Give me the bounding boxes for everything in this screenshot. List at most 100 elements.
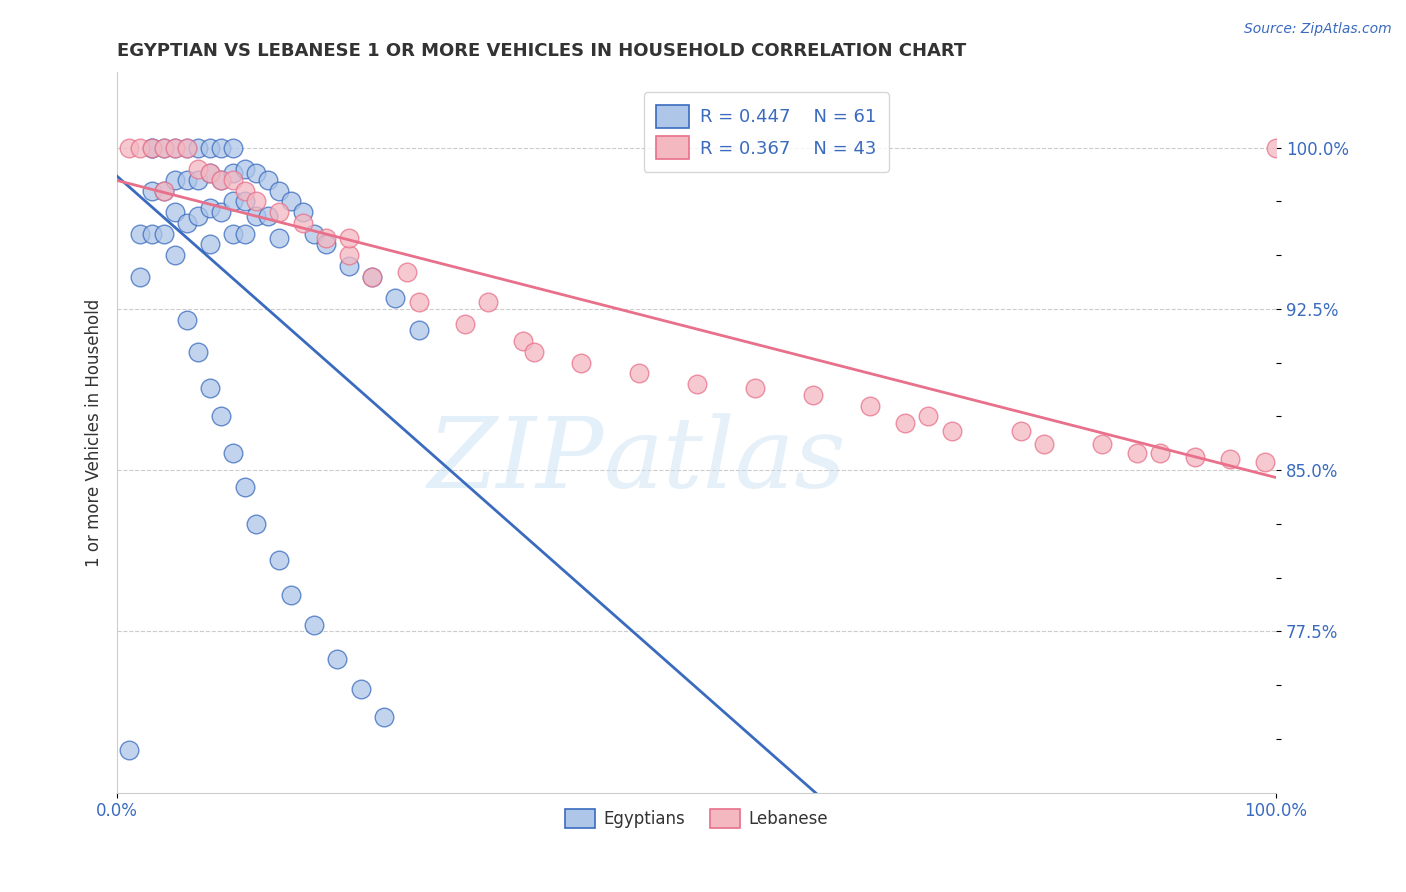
Point xyxy=(141,141,163,155)
Point xyxy=(917,409,939,424)
Point xyxy=(211,409,233,424)
Point xyxy=(176,312,198,326)
Point xyxy=(269,231,291,245)
Point xyxy=(118,742,141,756)
Point xyxy=(233,227,256,241)
Point xyxy=(941,425,963,439)
Point xyxy=(141,141,163,155)
Point xyxy=(233,480,256,494)
Point xyxy=(211,173,233,187)
Y-axis label: 1 or more Vehicles in Household: 1 or more Vehicles in Household xyxy=(86,299,103,566)
Point xyxy=(315,237,337,252)
Point xyxy=(408,323,430,337)
Point xyxy=(302,618,325,632)
Text: Source: ZipAtlas.com: Source: ZipAtlas.com xyxy=(1244,22,1392,37)
Point xyxy=(233,184,256,198)
Point xyxy=(384,291,406,305)
Point xyxy=(152,227,174,241)
Point xyxy=(361,269,384,284)
Point xyxy=(165,248,187,262)
Point xyxy=(1033,437,1056,451)
Point xyxy=(198,166,221,180)
Point xyxy=(627,367,650,381)
Point xyxy=(176,173,198,187)
Point xyxy=(222,166,245,180)
Point xyxy=(198,237,221,252)
Point xyxy=(129,227,152,241)
Legend: Egyptians, Lebanese: Egyptians, Lebanese xyxy=(558,802,835,835)
Point xyxy=(685,377,707,392)
Point xyxy=(176,141,198,155)
Point xyxy=(187,345,209,359)
Point xyxy=(408,295,430,310)
Point xyxy=(337,231,360,245)
Point xyxy=(291,216,314,230)
Point xyxy=(187,173,209,187)
Point xyxy=(361,269,384,284)
Point xyxy=(165,205,187,219)
Point xyxy=(129,269,152,284)
Text: atlas: atlas xyxy=(605,414,846,509)
Point xyxy=(269,205,291,219)
Point xyxy=(257,210,280,224)
Point xyxy=(477,295,499,310)
Point xyxy=(1184,450,1206,465)
Point xyxy=(141,184,163,198)
Point xyxy=(211,173,233,187)
Point xyxy=(141,141,163,155)
Point xyxy=(165,173,187,187)
Text: ZIP: ZIP xyxy=(427,414,605,509)
Point xyxy=(1010,425,1032,439)
Point xyxy=(349,682,371,697)
Point xyxy=(569,356,592,370)
Point xyxy=(1091,437,1114,451)
Point xyxy=(245,166,267,180)
Point xyxy=(801,388,824,402)
Point xyxy=(152,141,174,155)
Point xyxy=(198,201,221,215)
Point xyxy=(233,194,256,209)
Point xyxy=(512,334,534,348)
Text: EGYPTIAN VS LEBANESE 1 OR MORE VEHICLES IN HOUSEHOLD CORRELATION CHART: EGYPTIAN VS LEBANESE 1 OR MORE VEHICLES … xyxy=(117,42,966,60)
Point xyxy=(222,227,245,241)
Point xyxy=(176,141,198,155)
Point xyxy=(129,141,152,155)
Point xyxy=(1149,446,1171,460)
Point xyxy=(152,184,174,198)
Point xyxy=(152,141,174,155)
Point xyxy=(176,216,198,230)
Point xyxy=(859,399,882,413)
Point xyxy=(198,141,221,155)
Point xyxy=(198,382,221,396)
Point xyxy=(291,205,314,219)
Point xyxy=(152,184,174,198)
Point xyxy=(245,210,267,224)
Point xyxy=(1219,452,1241,467)
Point xyxy=(302,227,325,241)
Point xyxy=(141,227,163,241)
Point xyxy=(222,194,245,209)
Point xyxy=(222,173,245,187)
Point xyxy=(222,141,245,155)
Point xyxy=(269,184,291,198)
Point xyxy=(222,446,245,460)
Point xyxy=(395,265,418,279)
Point xyxy=(280,588,302,602)
Point xyxy=(744,382,766,396)
Point xyxy=(211,141,233,155)
Point xyxy=(211,205,233,219)
Point xyxy=(257,173,280,187)
Point xyxy=(1126,446,1149,460)
Point xyxy=(280,194,302,209)
Point xyxy=(1265,141,1288,155)
Point xyxy=(165,141,187,155)
Point xyxy=(315,231,337,245)
Point xyxy=(269,553,291,567)
Point xyxy=(454,317,477,331)
Point xyxy=(337,248,360,262)
Point xyxy=(165,141,187,155)
Point xyxy=(198,166,221,180)
Point xyxy=(523,345,546,359)
Point xyxy=(187,210,209,224)
Point xyxy=(245,194,267,209)
